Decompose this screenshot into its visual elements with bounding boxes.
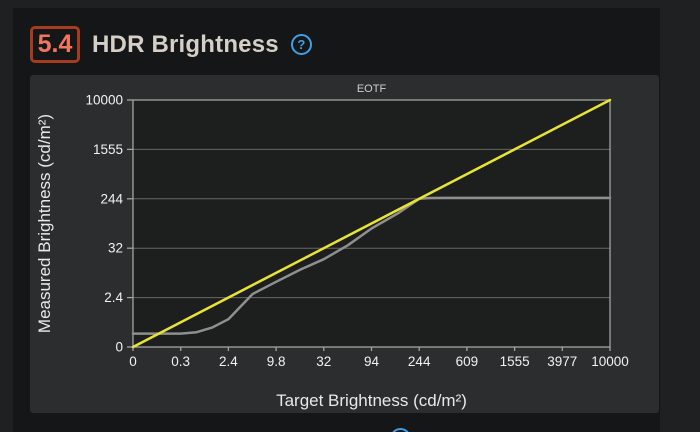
score-value: 5.4 [37, 30, 73, 58]
x-tick-label: 0 [129, 354, 137, 369]
help-icon[interactable]: ? [290, 34, 312, 55]
series-line-measured [131, 196, 612, 335]
page-title: HDR Brightness [92, 30, 279, 58]
y-tick-label: 32 [108, 241, 123, 256]
x-axis-title: Target Brightness (cd/m²) [276, 391, 467, 410]
y-tick-label: 10000 [85, 93, 123, 108]
eotf-chart: 0 2.4 32 244 1555 10000 0 0.3 2.4 9.8 32 94 244 609 15… [35, 83, 629, 410]
y-tick-label: 244 [100, 191, 123, 206]
y-tick-label: 0 [115, 340, 123, 355]
x-tick-label: 244 [408, 354, 431, 369]
x-tick-label: 94 [364, 354, 380, 369]
x-tick-label: 2.4 [219, 354, 238, 369]
x-tick-label: 1555 [500, 354, 530, 369]
score-badge: 5.4 [30, 26, 80, 63]
section-header: 5.4 HDR Brightness ? [30, 26, 312, 63]
y-tick-label: 2.4 [104, 290, 123, 305]
x-tick-label: 10000 [591, 354, 629, 369]
x-tick-label: 9.8 [267, 354, 286, 369]
y-axis-title: Measured Brightness (cd/m²) [35, 114, 54, 333]
x-tick-label: 3977 [547, 354, 577, 369]
chart-panel: 0 2.4 32 244 1555 10000 0 0.3 2.4 9.8 32 94 244 609 15… [30, 75, 659, 413]
question-mark-glyph: ? [297, 37, 306, 52]
x-tick-label: 32 [316, 354, 331, 369]
series-line-target [131, 98, 612, 349]
x-tick-label: 609 [456, 354, 479, 369]
y-tick-label: 1555 [93, 142, 123, 157]
chart-title: EOTF [357, 83, 387, 95]
x-tick-label: 0.3 [171, 354, 190, 369]
